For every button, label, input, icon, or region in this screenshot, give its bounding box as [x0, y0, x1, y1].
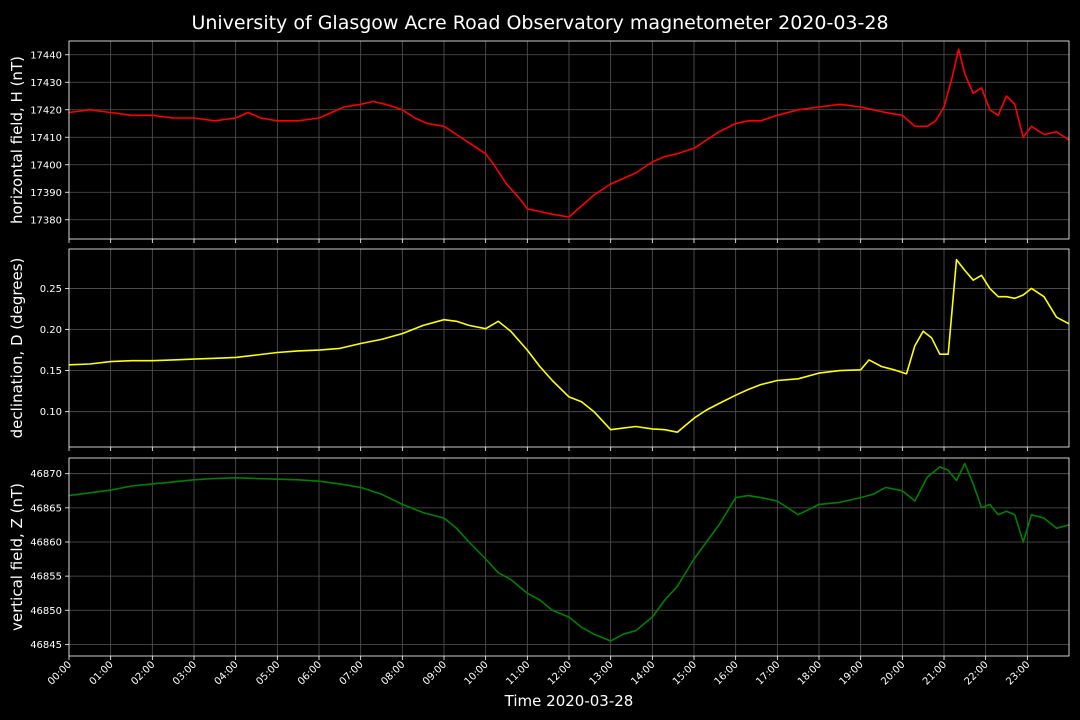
y-tick-label: 17390	[30, 188, 62, 199]
y-tick-label: 0.25	[40, 284, 62, 295]
x-axis-label: Time 2020-03-28	[504, 692, 634, 710]
y-tick-label: 0.15	[40, 366, 62, 377]
y-tick-label: 17400	[30, 160, 62, 171]
y-tick-label: 46860	[30, 537, 62, 548]
y-tick-label: 46865	[30, 503, 62, 514]
series-line-d	[68, 258, 1070, 433]
series-line-z	[68, 462, 1070, 642]
y-axis-label-d: declination, D (degrees)	[8, 258, 26, 439]
y-tick-label: 46850	[30, 606, 62, 617]
y-tick-label: 46855	[30, 572, 62, 583]
y-tick-label: 46845	[30, 640, 62, 651]
panel-h: 17380 17390 17400 17410 17420 17430 17440 horiz…	[8, 40, 1070, 243]
series-line-h	[68, 48, 1070, 218]
y-tick-label: 0.20	[40, 325, 62, 336]
y-tick-label: 17420	[30, 105, 62, 116]
y-tick-label: 17380	[30, 215, 62, 226]
panel-z: 46845 46850 46855 46860 46865 46870 vertical f…	[8, 457, 1070, 660]
y-tick-label: 46870	[30, 469, 62, 480]
plot-frame-h	[68, 40, 1070, 240]
plot-frame-z	[68, 457, 1070, 657]
y-axis-label-z: vertical field, Z (nT)	[8, 483, 26, 631]
y-tick-label: 0.10	[40, 407, 62, 418]
panel-d: 0.10 0.15 0.20 0.25 declination, D (degrees)	[8, 248, 1070, 451]
y-tick-label: 17410	[30, 133, 62, 144]
chart-title: University of Glasgow Acre Road Observat…	[191, 12, 888, 34]
y-axis-label-h: horizontal field, H (nT)	[8, 56, 26, 224]
y-tick-label: 17440	[30, 50, 62, 61]
y-tick-label: 17430	[30, 78, 62, 89]
plot-frame-d	[68, 248, 1070, 448]
